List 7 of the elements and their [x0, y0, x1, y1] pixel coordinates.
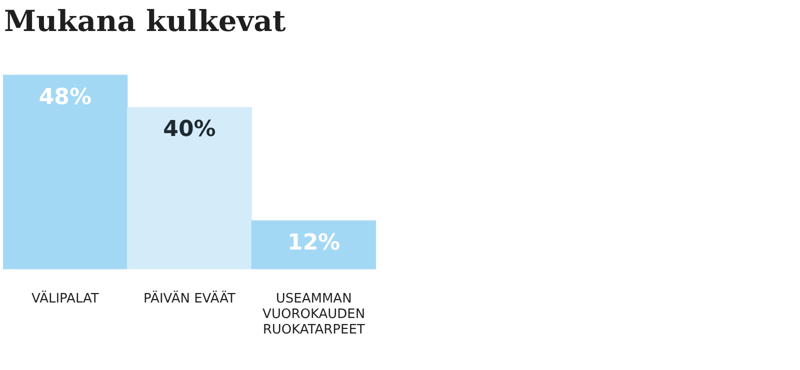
data-label: 40% — [163, 117, 216, 142]
data-label: 48% — [38, 84, 92, 110]
chart-title: Mukana kulkevat — [4, 4, 286, 38]
x-tick-label: VÄLIPALAT — [32, 290, 99, 306]
data-label: 12% — [287, 230, 340, 256]
x-tick-label: USEAMMAN VUOROKAUDEN RUOKATARPEET — [262, 291, 366, 338]
x-tick-label: PÄIVÄN EVÄÄT — [144, 290, 236, 306]
